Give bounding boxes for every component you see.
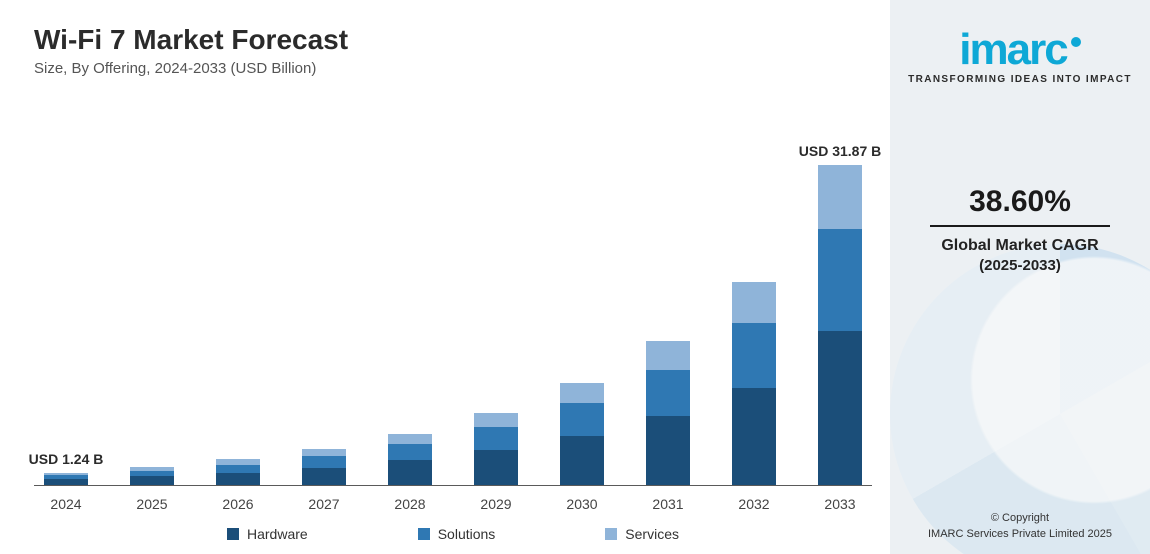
bar-segment [302,449,346,456]
bar-segment [388,434,432,444]
copyright-line-1: © Copyright [928,511,1112,526]
legend-swatch-icon [227,528,239,540]
legend-label: Solutions [438,526,496,542]
chart-plot-area: USD 1.24 B USD 31.87 B [34,95,872,486]
bar-segment [44,479,88,485]
bar-column [558,383,606,485]
bar-segment [732,388,776,485]
bar-stack [818,165,862,485]
bar-column [472,413,520,485]
chart-panel: Wi-Fi 7 Market Forecast Size, By Offerin… [0,0,890,554]
bar-column [128,467,176,485]
bar-column: USD 31.87 B [816,165,864,485]
logo-tagline: TRANSFORMING IDEAS INTO IMPACT [908,74,1132,85]
x-axis-label: 2029 [472,496,520,512]
logo-text: imarc [959,28,1066,72]
bar-value-label: USD 31.87 B [799,143,881,159]
x-axis-label: 2024 [42,496,90,512]
bar-segment [474,413,518,427]
bar-segment [474,427,518,450]
bar-stack [474,413,518,485]
chart-x-axis: 2024 2025 2026 2027 2028 2029 2030 2031 2032 2033 [34,486,872,512]
bar-stack [646,341,690,485]
legend-item: Solutions [418,526,496,542]
legend-swatch-icon [605,528,617,540]
bar-stack [216,459,260,485]
bar-stack [130,467,174,485]
x-axis-label: 2031 [644,496,692,512]
x-axis-label: 2030 [558,496,606,512]
bar-segment [818,165,862,229]
bar-segment [474,450,518,485]
bar-segment [646,416,690,485]
x-axis-label: 2025 [128,496,176,512]
bar-segment [560,436,604,485]
bar-segment [646,341,690,370]
brand-logo: imarc TRANSFORMING IDEAS INTO IMPACT [908,28,1132,85]
bar-stack [388,434,432,485]
bar-segment [732,323,776,388]
chart-legend: Hardware Solutions Services [34,526,872,542]
bar-segment [302,468,346,485]
x-axis-label: 2026 [214,496,262,512]
bar-segment [818,229,862,331]
bar-value-label: USD 1.24 B [29,451,104,467]
chart-subtitle: Size, By Offering, 2024-2033 (USD Billio… [34,60,872,77]
x-axis-label: 2032 [730,496,778,512]
bar-stack [44,473,88,485]
bar-stack [302,449,346,485]
logo-dot-icon [1071,37,1081,47]
bar-stack [560,383,604,485]
bar-segment [388,444,432,460]
side-panel: imarc TRANSFORMING IDEAS INTO IMPACT 38.… [890,0,1150,554]
bar-column: USD 1.24 B [42,473,90,485]
legend-swatch-icon [418,528,430,540]
legend-item: Services [605,526,679,542]
bar-segment [560,383,604,403]
x-axis-label: 2027 [300,496,348,512]
cagr-value: 38.60% [930,185,1110,227]
bar-column [300,449,348,485]
bar-stack [732,282,776,485]
cagr-label-1: Global Market CAGR [930,237,1110,255]
x-axis-label: 2033 [816,496,864,512]
legend-item: Hardware [227,526,308,542]
copyright: © Copyright IMARC Services Private Limit… [928,511,1112,542]
bar-segment [216,465,260,473]
legend-label: Hardware [247,526,308,542]
bar-segment [388,460,432,485]
bar-segment [302,456,346,468]
bar-segment [646,370,690,416]
bar-segment [560,403,604,436]
bar-column [644,341,692,485]
bar-segment [818,331,862,485]
bar-segment [130,476,174,485]
bar-column [730,282,778,485]
copyright-line-2: IMARC Services Private Limited 2025 [928,527,1112,542]
cagr-label-2: (2025-2033) [930,257,1110,274]
bar-segment [216,473,260,485]
x-axis-label: 2028 [386,496,434,512]
bar-column [386,434,434,485]
chart-title: Wi-Fi 7 Market Forecast [34,24,872,56]
cagr-block: 38.60% Global Market CAGR (2025-2033) [930,185,1110,274]
bar-segment [732,282,776,323]
legend-label: Services [625,526,679,542]
bar-column [214,459,262,485]
